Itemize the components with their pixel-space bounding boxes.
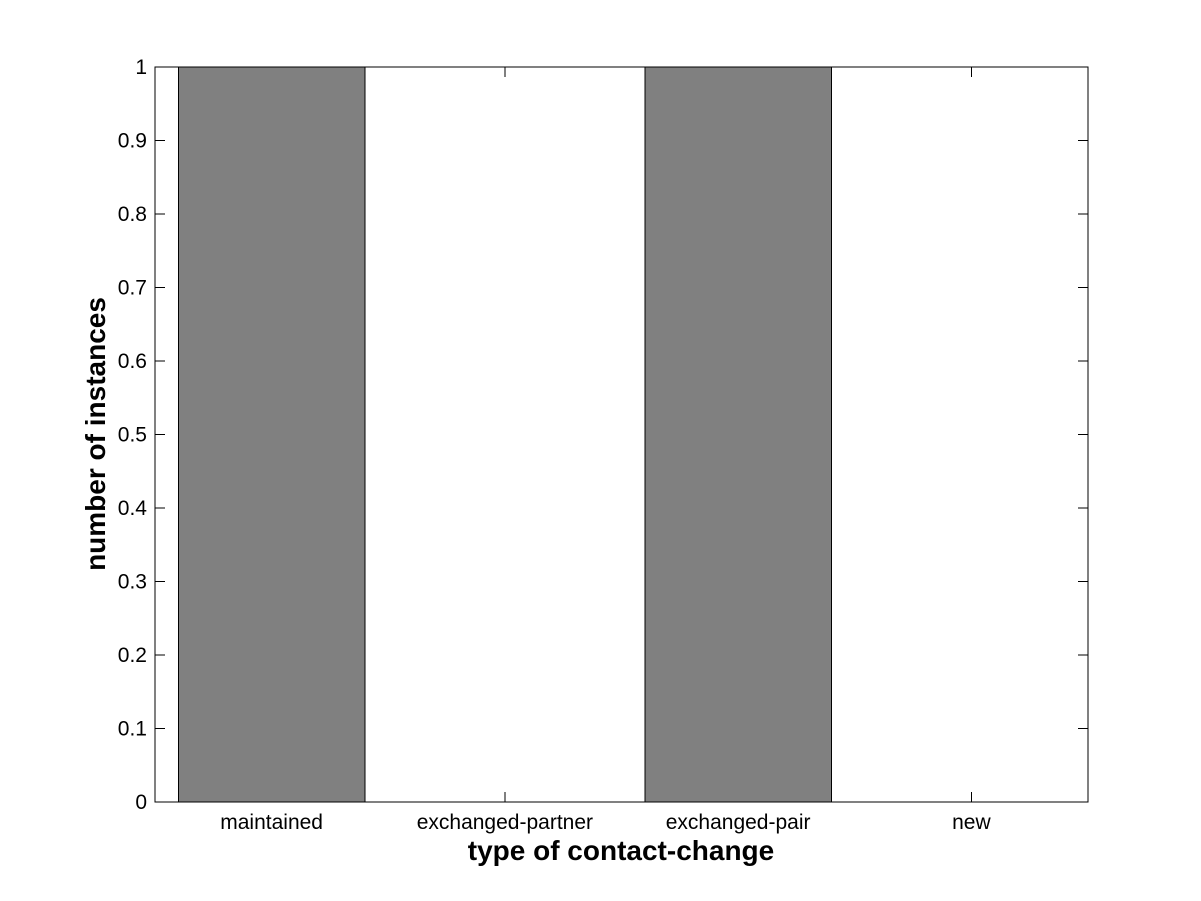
plot-area-border bbox=[154, 66, 1089, 803]
y-tick-label: 1 bbox=[135, 56, 147, 79]
bar-exchanged-pair bbox=[644, 66, 832, 803]
x-tick-labels: maintained exchanged-partner exchanged-pai… bbox=[220, 811, 991, 834]
y-tick-label: 0.9 bbox=[118, 130, 147, 153]
y-tick-label: 0.8 bbox=[118, 203, 147, 226]
y-tick-label: 0.1 bbox=[118, 718, 147, 741]
bars bbox=[177, 66, 832, 803]
x-tick-label: maintained bbox=[220, 811, 323, 834]
y-tick-label: 0.6 bbox=[118, 350, 147, 373]
y-axis-label: number of instances bbox=[80, 297, 111, 571]
bar-maintained bbox=[177, 66, 366, 803]
x-tick-label: new bbox=[952, 811, 991, 834]
y-tick-labels: 0 0.1 0.2 0.3 0.4 0.5 0.6 0.7 0.8 0.9 1 bbox=[118, 56, 148, 814]
x-tick-label: exchanged-partner bbox=[417, 811, 593, 834]
y-tick-label: 0.4 bbox=[118, 497, 148, 520]
y-tick-label: 0.7 bbox=[118, 277, 147, 300]
x-axis-label: type of contact-change bbox=[468, 835, 774, 866]
y-tick-label: 0.5 bbox=[118, 424, 147, 447]
y-tick-label: 0.3 bbox=[118, 571, 147, 594]
y-tick-label: 0 bbox=[135, 791, 147, 814]
y-tick-label: 0.2 bbox=[118, 644, 147, 667]
x-tick-label: exchanged-pair bbox=[666, 811, 811, 834]
